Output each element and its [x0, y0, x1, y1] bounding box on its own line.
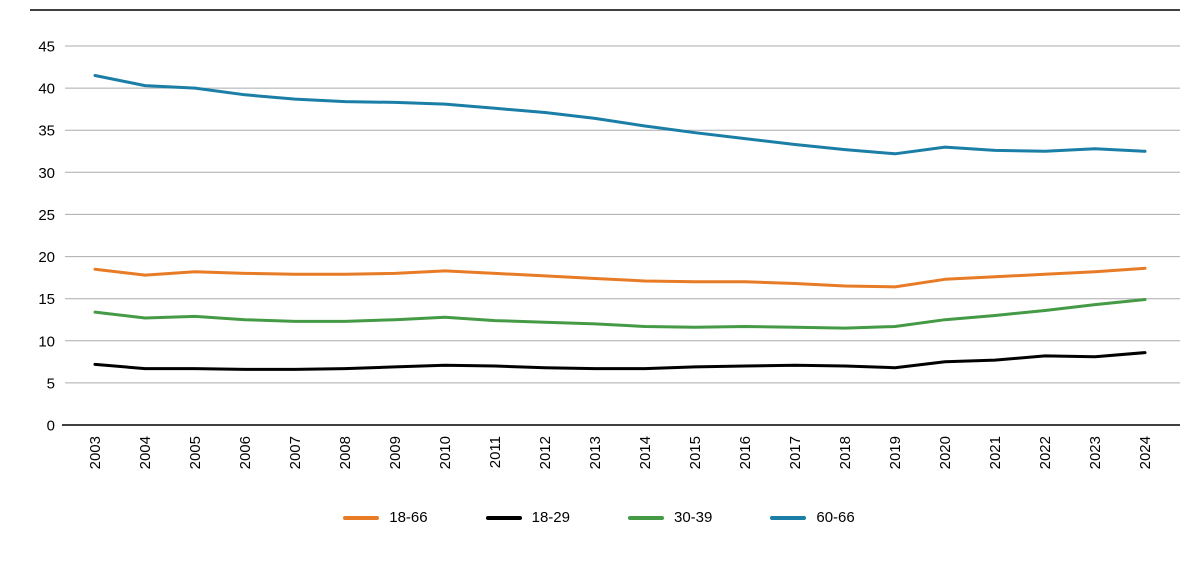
x-tick-label: 2011: [487, 436, 504, 468]
x-tick-label: 2006: [237, 436, 254, 469]
y-tick-label: 20: [38, 249, 55, 266]
legend-swatch: [628, 515, 664, 520]
legend-swatch: [343, 515, 380, 520]
legend-item: 18-29: [485, 509, 570, 526]
x-tick-label: 2009: [387, 436, 404, 469]
chart-plot-area: 0 5 10 15 20 25 30 35 40 45 2003 2004 2005 2006 2007 20…: [30, 9, 1180, 469]
x-tick-label: 2013: [587, 436, 604, 469]
y-tick-label: 40: [38, 81, 55, 98]
x-tick-label: 2007: [287, 436, 304, 469]
series-line-30-39: [93, 298, 1147, 330]
x-tick-label: 2015: [687, 436, 704, 469]
series-line-18-29: [93, 351, 1147, 371]
x-tick-label: 2003: [87, 436, 104, 469]
x-tick-label: 2016: [737, 436, 754, 469]
legend-label: 60-66: [816, 509, 855, 526]
y-tick-label: 5: [47, 375, 55, 392]
y-tick-label: 0: [47, 418, 55, 435]
x-tick-label: 2024: [1137, 436, 1154, 469]
legend-item: 18-66: [343, 509, 428, 526]
x-tick-label: 2008: [337, 436, 354, 469]
legend-label: 30-39: [674, 509, 713, 526]
series-line-18-66: [93, 266, 1147, 289]
y-tick-label: 35: [38, 123, 55, 140]
y-tick-label: 10: [38, 333, 55, 350]
x-tick-label: 2019: [887, 436, 904, 469]
series-line-60-66: [93, 74, 1147, 156]
x-tick-label: 2017: [787, 436, 804, 469]
legend-item: 30-39: [628, 510, 712, 525]
legend-swatch: [770, 515, 807, 520]
legend-label: 18-29: [531, 509, 570, 526]
legend-item: 60-66: [770, 509, 855, 526]
x-tick-label: 2018: [837, 436, 854, 469]
x-tick-label: 2020: [937, 436, 954, 469]
x-tick-label: 2012: [537, 436, 554, 469]
y-tick-label: 30: [38, 165, 55, 182]
y-tick-label: 25: [38, 207, 55, 224]
x-tick-label: 2014: [637, 436, 654, 469]
y-tick-label: 15: [38, 291, 55, 308]
x-tick-label: 2004: [137, 436, 154, 469]
y-tick-label: 45: [38, 39, 55, 56]
chart-legend: 18-66 18-29 30-39 60-66: [0, 494, 1198, 525]
x-tick-label: 2022: [1037, 436, 1054, 469]
x-tick-label: 2010: [437, 436, 454, 469]
legend-swatch: [485, 515, 522, 520]
x-tick-label: 2021: [987, 436, 1004, 469]
x-tick-label: 2023: [1087, 436, 1104, 469]
x-tick-label: 2005: [187, 436, 204, 469]
legend-label: 18-66: [389, 509, 428, 526]
